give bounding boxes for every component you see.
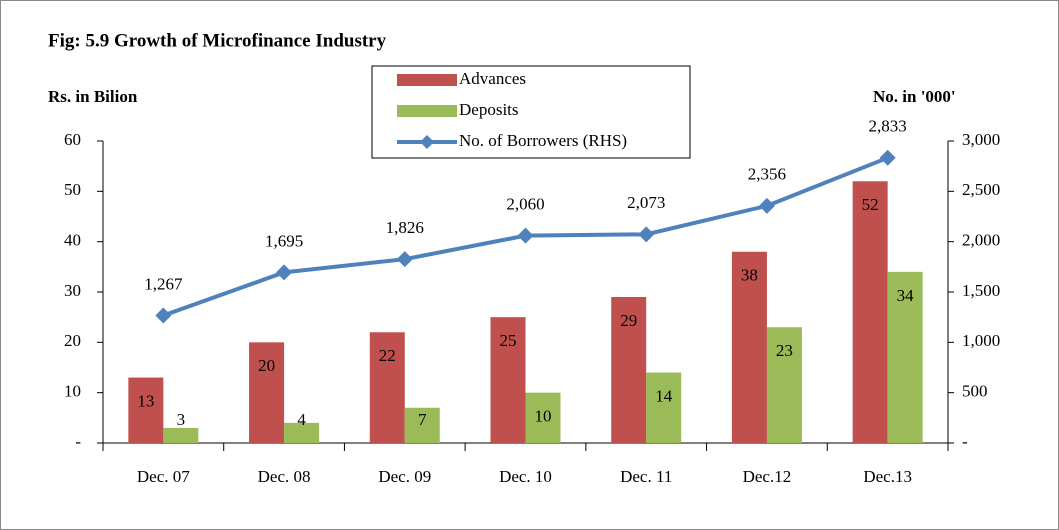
- line-marker: [276, 264, 293, 281]
- bar: [249, 342, 285, 443]
- bar-label: 3: [177, 410, 186, 429]
- bar-label: 13: [137, 391, 154, 410]
- legend-label: No. of Borrowers (RHS): [459, 131, 627, 150]
- bar-label: 38: [741, 266, 758, 285]
- y-tick-label: 50: [64, 180, 81, 199]
- bar-label: 34: [897, 286, 915, 305]
- y2-axis-label: No. in '000': [873, 87, 956, 106]
- x-tick-label: Dec.13: [863, 467, 912, 486]
- x-tick-label: Dec. 07: [137, 467, 190, 486]
- legend-marker: [420, 135, 434, 149]
- bar: [887, 271, 923, 443]
- chart-title: Fig: 5.9 Growth of Microfinance Industry: [48, 30, 387, 51]
- y2-tick-label: 1,000: [962, 331, 1000, 350]
- bar: [369, 332, 405, 443]
- bar: [611, 297, 647, 443]
- x-tick-label: Dec. 10: [499, 467, 552, 486]
- bar: [766, 327, 802, 443]
- line-label: 2,060: [506, 195, 544, 214]
- line-marker: [396, 251, 413, 268]
- line-label: 1,695: [265, 231, 303, 250]
- bar: [731, 251, 767, 443]
- bar: [525, 392, 561, 443]
- y-tick-label: 60: [64, 130, 81, 149]
- bar-label: 29: [620, 311, 637, 330]
- bar: [646, 372, 682, 443]
- bar: [490, 317, 526, 443]
- bar-label: 4: [297, 410, 306, 429]
- y-tick-label: 10: [64, 382, 81, 401]
- y2-tick-label: 3,000: [962, 130, 1000, 149]
- bar-label: 25: [500, 331, 517, 350]
- legend-swatch: [397, 74, 457, 86]
- line-marker: [155, 307, 172, 324]
- bar: [163, 427, 199, 443]
- y-tick-label: 30: [64, 281, 81, 300]
- line-marker: [879, 149, 896, 166]
- bar-label: 20: [258, 356, 275, 375]
- bar-label: 23: [776, 341, 793, 360]
- x-tick-label: Dec. 08: [258, 467, 311, 486]
- y-tick-label: -: [75, 432, 81, 451]
- bar-label: 22: [379, 346, 396, 365]
- legend-label: Advances: [459, 69, 526, 88]
- line-label: 2,356: [748, 165, 786, 184]
- y2-tick-label: -: [962, 432, 968, 451]
- y2-tick-label: 2,500: [962, 180, 1000, 199]
- line-label: 2,833: [869, 117, 907, 136]
- x-tick-label: Dec. 09: [378, 467, 431, 486]
- legend-label: Deposits: [459, 100, 519, 119]
- x-tick-label: Dec.12: [743, 467, 792, 486]
- legend-swatch: [397, 105, 457, 117]
- line-label: 1,826: [386, 218, 424, 237]
- bar: [128, 377, 164, 443]
- bar: [284, 422, 320, 443]
- bar-label: 10: [535, 407, 552, 426]
- line-label: 2,073: [627, 193, 665, 212]
- bar-label: 7: [418, 410, 427, 429]
- y-tick-label: 20: [64, 331, 81, 350]
- bar-label: 14: [655, 386, 673, 405]
- line-marker: [638, 226, 655, 243]
- y-axis-label: Rs. in Bilion: [48, 87, 138, 106]
- bar: [404, 407, 440, 443]
- bar-label: 52: [862, 195, 879, 214]
- y-tick-label: 40: [64, 231, 81, 250]
- y2-tick-label: 500: [962, 382, 988, 401]
- y2-tick-label: 1,500: [962, 281, 1000, 300]
- line-marker: [517, 227, 534, 244]
- bar: [852, 181, 888, 443]
- line-label: 1,267: [144, 274, 183, 293]
- y2-tick-label: 2,000: [962, 231, 1000, 250]
- x-tick-label: Dec. 11: [620, 467, 672, 486]
- line-marker: [758, 197, 775, 214]
